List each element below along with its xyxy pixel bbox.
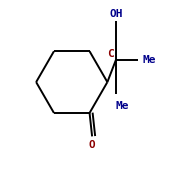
Text: OH: OH [109, 9, 123, 19]
Text: C: C [107, 49, 114, 59]
Text: Me: Me [143, 55, 156, 65]
Text: Me: Me [116, 101, 129, 111]
Text: O: O [89, 140, 96, 150]
